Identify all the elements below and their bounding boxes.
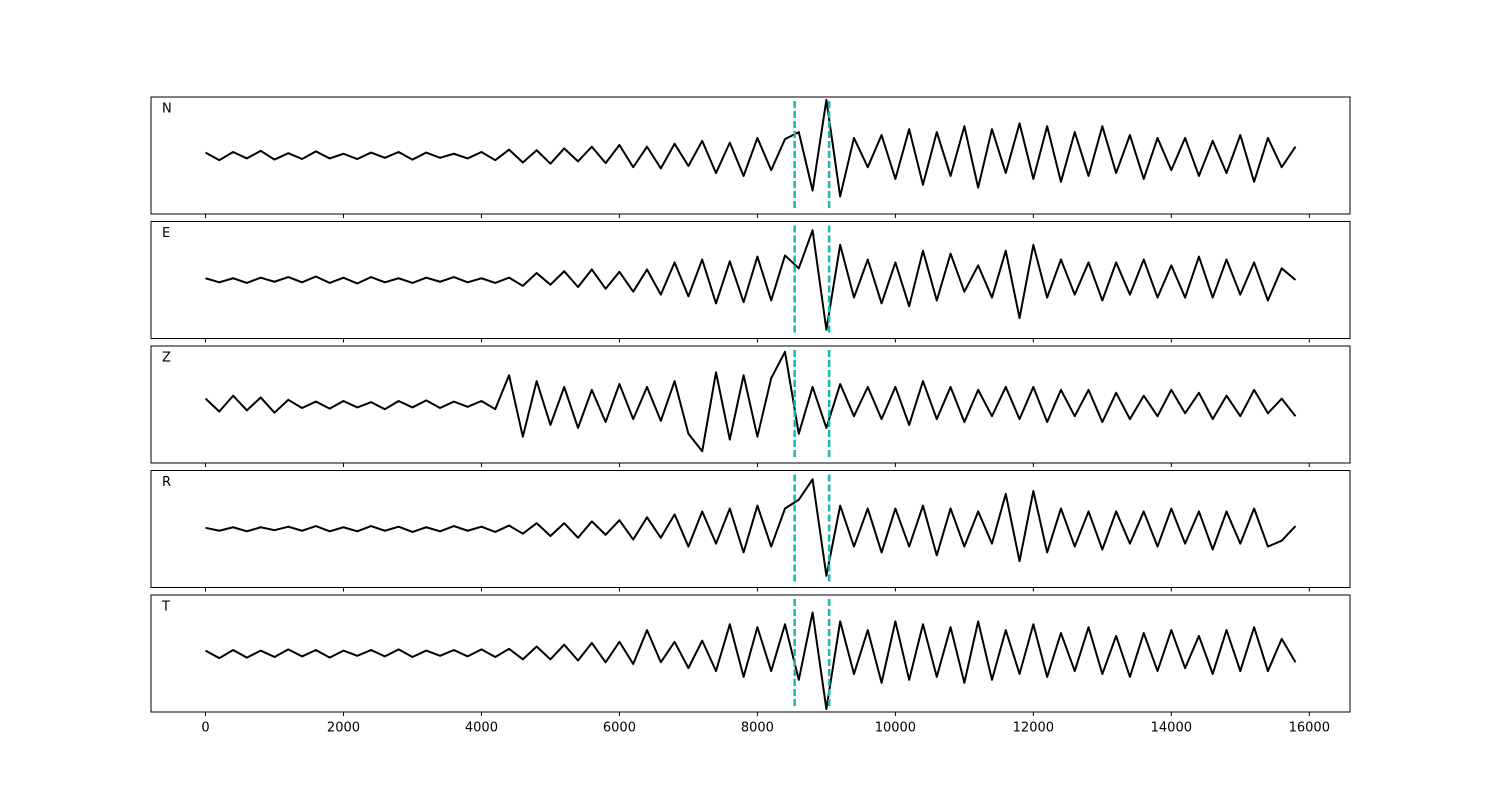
- panel-frame: [150, 96, 1351, 215]
- x-tick-label: 8000: [741, 721, 774, 736]
- trace: [205, 478, 1297, 577]
- x-tick-label: 16000: [1289, 721, 1330, 736]
- trace: [205, 611, 1297, 711]
- panel-frame: [150, 345, 1351, 464]
- trace: [205, 98, 1297, 198]
- x-tick-label: 2000: [327, 721, 360, 736]
- x-tick-label: 6000: [603, 721, 636, 736]
- trace: [205, 229, 1297, 331]
- x-tick-label: 14000: [1151, 721, 1192, 736]
- panel-label: E: [162, 226, 170, 241]
- trace: [204, 350, 1297, 453]
- x-tick-label: 10000: [875, 721, 916, 736]
- x-tick-label: 0: [201, 721, 209, 736]
- panel-label: N: [162, 102, 172, 117]
- panel-label: R: [162, 475, 171, 490]
- panel-frame: [150, 470, 1351, 588]
- panel-label: Z: [162, 351, 171, 366]
- panel-label: T: [161, 600, 170, 615]
- x-tick-label: 12000: [1013, 721, 1054, 736]
- panel-frame: [150, 221, 1351, 339]
- panel-frame: [150, 594, 1351, 713]
- x-tick-label: 4000: [465, 721, 498, 736]
